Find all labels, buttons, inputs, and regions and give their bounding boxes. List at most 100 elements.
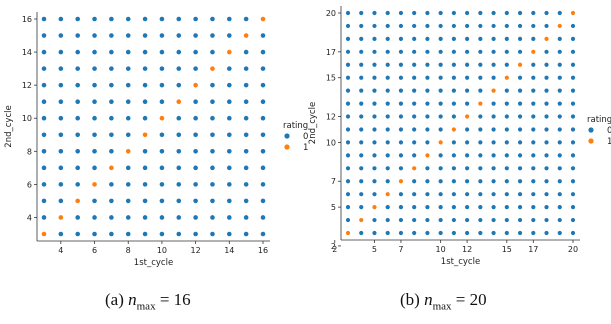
point-rating-0 <box>412 36 417 41</box>
point-rating-0 <box>385 36 390 41</box>
point-rating-1 <box>227 49 232 55</box>
legend-marker-0 <box>284 133 290 139</box>
point-rating-0 <box>412 192 417 197</box>
point-rating-0 <box>176 149 182 154</box>
point-rating-0 <box>359 62 364 67</box>
point-rating-0 <box>345 217 351 223</box>
point-rating-0 <box>451 179 456 184</box>
point-rating-0 <box>159 165 165 171</box>
point-rating-1 <box>425 153 430 158</box>
point-rating-0 <box>372 62 377 67</box>
point-rating-0 <box>372 114 377 119</box>
point-rating-0 <box>41 215 47 220</box>
point-rating-0 <box>544 127 549 132</box>
point-rating-0 <box>385 166 390 171</box>
point-rating-0 <box>465 36 470 41</box>
point-rating-0 <box>504 49 509 54</box>
caption-b: (b) nmax = 20 <box>400 290 487 312</box>
point-rating-1 <box>210 66 215 71</box>
legend-title: rating <box>283 121 308 131</box>
point-rating-0 <box>210 198 215 204</box>
point-rating-0 <box>75 99 80 104</box>
y-tick-label: 8 <box>27 147 32 156</box>
point-rating-0 <box>125 16 131 22</box>
point-rating-0 <box>465 192 470 197</box>
point-rating-0 <box>159 49 165 55</box>
point-rating-0 <box>451 101 456 106</box>
point-rating-0 <box>385 205 390 210</box>
point-rating-0 <box>92 66 97 71</box>
point-rating-0 <box>451 62 456 67</box>
point-rating-0 <box>385 10 390 16</box>
point-rating-0 <box>372 75 377 80</box>
point-rating-0 <box>557 205 562 210</box>
point-rating-0 <box>398 153 404 158</box>
y-tick-label: 16 <box>22 15 32 24</box>
point-rating-0 <box>359 114 364 119</box>
x-tick-label: 7 <box>398 245 403 254</box>
point-rating-0 <box>425 166 430 171</box>
point-rating-0 <box>425 23 430 29</box>
point-rating-0 <box>451 192 456 197</box>
y-tick-label: 12 <box>326 113 336 122</box>
point-rating-0 <box>243 66 249 71</box>
point-rating-0 <box>193 16 198 22</box>
point-rating-0 <box>372 179 377 184</box>
y-tick-label: 14 <box>22 48 32 57</box>
point-rating-0 <box>517 114 523 119</box>
point-rating-0 <box>372 153 377 158</box>
point-rating-0 <box>465 88 470 93</box>
point-rating-0 <box>531 23 536 29</box>
point-rating-0 <box>517 205 523 210</box>
point-rating-0 <box>557 217 562 223</box>
point-rating-0 <box>243 99 249 104</box>
point-rating-0 <box>75 49 80 55</box>
point-rating-0 <box>142 49 148 55</box>
point-rating-0 <box>451 49 456 54</box>
point-rating-1 <box>41 231 47 237</box>
point-rating-0 <box>385 75 390 80</box>
point-rating-0 <box>491 101 496 106</box>
point-rating-0 <box>210 49 215 55</box>
point-rating-0 <box>491 36 496 41</box>
y-tick-label: 20 <box>326 9 336 18</box>
point-rating-0 <box>142 215 148 220</box>
point-rating-0 <box>517 23 523 29</box>
point-rating-0 <box>570 153 576 158</box>
point-rating-0 <box>109 215 114 220</box>
point-rating-0 <box>504 127 509 132</box>
point-rating-0 <box>425 75 430 80</box>
y-tick-label: 4 <box>27 213 32 222</box>
point-rating-0 <box>557 230 562 236</box>
x-tick-label: 14 <box>224 246 234 255</box>
point-rating-0 <box>478 230 483 236</box>
point-rating-0 <box>398 114 404 119</box>
point-rating-0 <box>478 23 483 29</box>
point-rating-0 <box>58 16 64 22</box>
point-rating-0 <box>92 231 97 237</box>
point-rating-0 <box>372 49 377 54</box>
point-rating-0 <box>412 10 417 16</box>
point-rating-0 <box>109 99 114 104</box>
point-rating-0 <box>109 115 114 121</box>
point-rating-0 <box>531 101 536 106</box>
point-rating-0 <box>372 88 377 93</box>
point-rating-0 <box>75 115 80 121</box>
point-rating-0 <box>227 198 232 204</box>
point-rating-0 <box>159 82 165 88</box>
point-rating-0 <box>125 215 131 220</box>
point-rating-0 <box>425 205 430 210</box>
point-rating-0 <box>491 140 496 145</box>
point-rating-0 <box>227 215 232 220</box>
point-rating-0 <box>412 230 417 236</box>
point-rating-0 <box>412 140 417 145</box>
chart-panel-a: 4 6 8 10 12 14 16 4 6 8 10 12 14 16 1st_cycle 2nd_cycle… <box>4 12 308 268</box>
point-rating-0 <box>570 49 576 54</box>
point-rating-0 <box>193 149 198 154</box>
point-rating-0 <box>109 16 114 22</box>
point-rating-0 <box>425 36 430 41</box>
point-rating-0 <box>359 127 364 132</box>
point-rating-0 <box>451 140 456 145</box>
caption-b-sub: max <box>432 300 452 313</box>
